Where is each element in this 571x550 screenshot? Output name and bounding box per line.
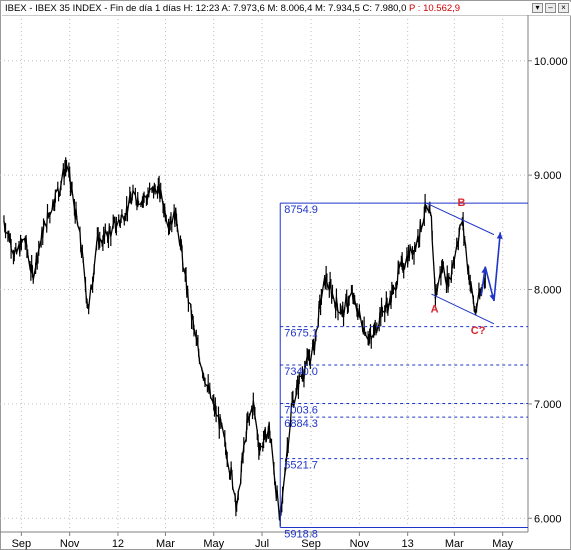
price-line	[3, 163, 486, 520]
x-tick-label: 13	[402, 538, 414, 550]
x-tick-label: Nov	[350, 538, 370, 550]
fib-level-label: 6884.3	[284, 418, 318, 430]
fib-level-label: 6521.7	[284, 460, 318, 472]
channel-line	[431, 293, 495, 325]
y-tick-label: 10.000	[534, 56, 568, 68]
fib-level-label: 7675.1	[284, 328, 318, 340]
fib-level-label: 8754.9	[284, 204, 318, 216]
x-tick-label: Nov	[60, 538, 80, 550]
y-tick-label: 8.000	[534, 285, 562, 297]
pin-button[interactable]: ▾	[532, 3, 543, 13]
projection-arrow	[480, 232, 502, 302]
projection-arrowhead-up	[481, 266, 488, 274]
pct-readout: P : 10.562,9	[409, 3, 461, 14]
x-tick-label: May	[492, 538, 513, 550]
x-tick-label: Sep	[12, 538, 32, 550]
x-tick-label: Mar	[445, 538, 464, 550]
quote-readout: H: 12:23 A: 7.973,6 M: 8.006,4 M: 7.934,…	[183, 3, 407, 14]
close-button[interactable]: ×	[558, 3, 569, 13]
x-tick-label: 12	[112, 538, 124, 550]
minimize-button[interactable]: –	[545, 3, 556, 13]
fib-level-label: 7340.0	[284, 366, 318, 378]
x-tick-label: Jul	[255, 538, 269, 550]
title-prefix: IBEX - IBEX 35 INDEX - Fin de día 1 días	[5, 3, 181, 14]
fib-level-label: 5918.8	[284, 529, 318, 541]
projection-arrowhead-final	[496, 232, 503, 239]
chart-title-bar: IBEX - IBEX 35 INDEX - Fin de día 1 días…	[2, 2, 571, 16]
wave-label: B	[458, 197, 466, 209]
x-tick-label: May	[203, 538, 224, 550]
wave-label: A	[431, 303, 439, 315]
x-tick-label: Sep	[301, 538, 321, 550]
projection-arrowhead-down	[489, 294, 496, 301]
y-tick-label: 9.000	[534, 170, 562, 182]
y-tick-label: 7.000	[534, 399, 562, 411]
title-text: IBEX - IBEX 35 INDEX - Fin de día 1 días…	[5, 2, 460, 15]
fib-level-label: 7003.6	[284, 404, 318, 416]
x-tick-label: Mar	[156, 538, 175, 550]
channel-line	[424, 202, 495, 236]
price-series	[3, 157, 486, 527]
y-tick-label: 6.000	[534, 513, 562, 525]
wave-label: C?	[471, 325, 486, 337]
